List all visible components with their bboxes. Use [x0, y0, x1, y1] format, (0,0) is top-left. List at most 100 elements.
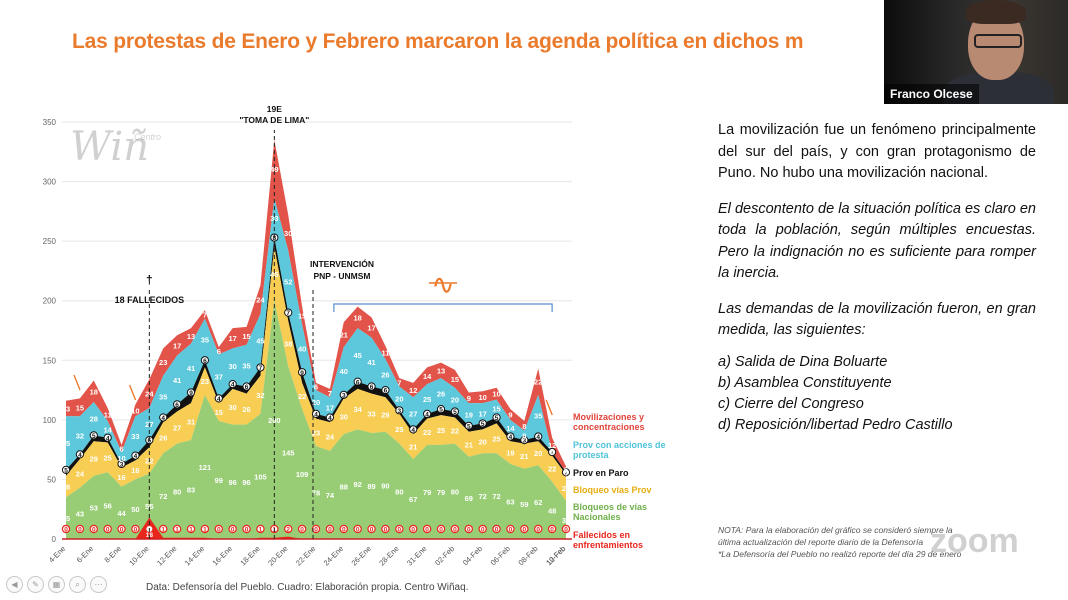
- data-label-prov_paro: 4: [536, 434, 540, 441]
- area-movilizaciones: [66, 139, 566, 473]
- wave-icon: ∿: [431, 269, 454, 300]
- y-tick-label: 50: [47, 475, 56, 484]
- x-tick-label: 24-Ene: [322, 544, 345, 567]
- data-label-bloqueo_prov: 45: [270, 270, 278, 279]
- data-label-fallecidos: 1: [203, 527, 207, 534]
- data-label-bloqueos_nac: 80: [451, 487, 459, 496]
- data-label-movilizaciones: 10: [131, 406, 139, 415]
- webcam-video-tile[interactable]: Franco Olcese: [884, 0, 1068, 104]
- point-prov_paro: [214, 394, 223, 403]
- more-icon[interactable]: ⋯: [90, 576, 107, 593]
- data-label-prov_paro: 6: [384, 388, 388, 395]
- participant-hair: [966, 0, 1026, 24]
- demand-item: a) Salida de Dina Boluarte: [718, 353, 888, 370]
- paragraph-movilizacion: La movilización fue un fenómeno principa…: [718, 122, 1036, 181]
- data-label-prov_paro: 9: [300, 370, 304, 377]
- data-label-prov_paro: 3: [398, 408, 402, 415]
- data-label-prov_acciones: 19: [465, 410, 473, 419]
- point-prov_paro: [228, 380, 237, 389]
- point-prov_paro: [159, 413, 168, 422]
- x-tick-label: 4-Ene: [47, 544, 68, 565]
- data-label-bloqueos_nac: 69: [465, 494, 473, 503]
- data-label-fallecidos: 0: [245, 527, 249, 534]
- data-label-fallecidos: 0: [564, 527, 568, 534]
- data-label-prov_paro: 4: [314, 412, 318, 419]
- point-prov_paro: [200, 356, 209, 365]
- data-label-movilizaciones: 11: [381, 349, 389, 358]
- data-label-prov_paro: 6: [245, 384, 249, 391]
- data-label-fallecidos: 0: [92, 527, 96, 534]
- data-label-bloqueos_nac: 56: [103, 502, 111, 511]
- data-label-bloqueos_nac: 63: [506, 497, 514, 506]
- x-tick-label: 26-Ene: [350, 544, 373, 567]
- point-prov_paro: [561, 468, 571, 477]
- trend-arrow-icon: [128, 384, 137, 401]
- annotation-toma-date: 19E: [267, 104, 282, 114]
- annotation-intervencion-1: INTERVENCIÓN: [310, 258, 374, 269]
- centro-winaq-logo: Wiñ Centro: [70, 124, 161, 170]
- data-label-bloqueo_prov: 24: [326, 433, 335, 442]
- point-prov_paro: [186, 388, 196, 397]
- data-label-fallecidos: 0: [328, 527, 332, 534]
- point-fallecidos: [297, 524, 307, 534]
- data-label-bloqueos_nac: 200: [268, 416, 281, 425]
- data-label-bloqueo_prov: 30: [228, 403, 236, 412]
- data-label-bloqueos_nac: 32: [562, 516, 570, 525]
- point-prov_paro: [367, 382, 376, 391]
- data-label-fallecidos: 1: [161, 527, 165, 534]
- data-label-prov_paro: 4: [328, 415, 332, 422]
- data-label-fallecidos: 0: [425, 527, 429, 534]
- data-label-prov_acciones: 25: [423, 395, 431, 404]
- data-label-prov_paro: 4: [161, 415, 165, 422]
- data-label-fallecidos: 0: [481, 527, 485, 534]
- data-label-bloqueos_nac: 145: [282, 449, 295, 458]
- x-tick-label: 31-Ene: [405, 544, 428, 567]
- side-text-panel: La movilización fue un fenómeno principa…: [718, 120, 1036, 436]
- data-label-prov_paro: 6: [175, 402, 179, 409]
- data-label-movilizaciones: 13: [62, 405, 70, 414]
- data-label-prov_paro: 6: [356, 379, 360, 386]
- data-label-fallecidos: 0: [231, 527, 235, 534]
- point-fallecidos: [478, 524, 487, 534]
- x-tick-label: 08-Feb: [516, 544, 539, 567]
- data-label-bloqueos_nac: 50: [131, 505, 139, 514]
- x-tick-label: 16-Ene: [211, 544, 234, 567]
- data-label-prov_paro: 5: [453, 409, 457, 416]
- data-label-bloqueos_nac: 74: [326, 491, 335, 500]
- zoom-icon[interactable]: ⌕: [69, 576, 86, 593]
- data-label-bloqueo_prov: 25: [395, 425, 403, 434]
- data-label-prov_acciones: 41: [187, 364, 195, 373]
- data-label-fallecidos: 0: [467, 527, 471, 534]
- data-label-prov_acciones: 35: [534, 412, 542, 421]
- prev-slide-icon[interactable]: ◀: [6, 576, 23, 593]
- point-prov_paro: [75, 450, 84, 459]
- chart-source: Data: Defensoría del Pueblo. Cuadro: Ela…: [146, 582, 469, 593]
- data-label-movilizaciones: 10: [492, 390, 500, 399]
- grid-icon[interactable]: ▦: [48, 576, 65, 593]
- point-fallecidos: [256, 524, 265, 534]
- demand-item: d) Reposición/libertad Pedro Castillo: [718, 416, 953, 433]
- x-tick-label: 14-Ene: [183, 544, 206, 567]
- pen-icon[interactable]: ✎: [27, 576, 44, 593]
- data-label-prov_paro: 5: [467, 423, 471, 430]
- point-fallecidos: [409, 524, 418, 534]
- data-label-bloqueo_prov: 22: [451, 427, 459, 436]
- data-label-prov_paro: 6: [148, 438, 152, 445]
- data-label-prov_paro: 5: [439, 407, 443, 414]
- paragraph-demandas: Las demandas de la movilización fueron, …: [718, 300, 1036, 339]
- data-label-prov_acciones: 8: [522, 431, 526, 440]
- data-label-bloqueo_prov: 38: [284, 340, 292, 349]
- data-label-prov_acciones: 52: [284, 278, 292, 287]
- data-label-prov_acciones: 41: [367, 358, 375, 367]
- data-label-prov_paro: 2: [564, 470, 568, 477]
- point-prov_paro: [353, 377, 362, 386]
- data-label-bloqueo_prov: 23: [312, 428, 320, 437]
- data-label-prov_acciones: 0: [564, 468, 568, 477]
- point-fallecidos: [284, 524, 293, 534]
- point-prov_paro: [478, 419, 487, 428]
- x-tick-label: 28-Ene: [377, 544, 400, 567]
- point-prov_paro: [339, 390, 348, 399]
- chart-note: NOTA: Para la elaboración del gráfico se…: [718, 524, 1040, 560]
- data-label-prov_acciones: 30: [228, 362, 236, 371]
- data-label-bloqueos_nac: 79: [423, 488, 431, 497]
